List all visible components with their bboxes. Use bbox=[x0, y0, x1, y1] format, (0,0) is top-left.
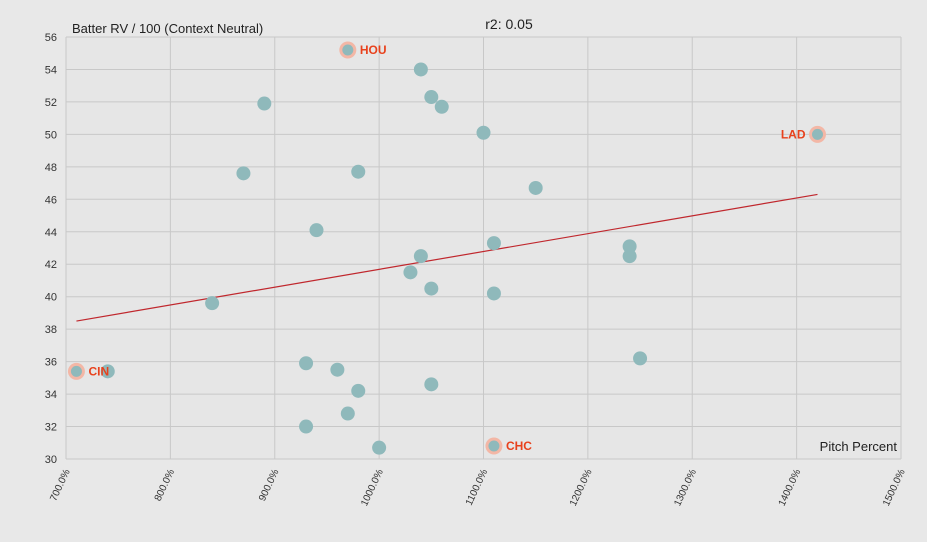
data-point bbox=[486, 286, 501, 301]
point-label: CHC bbox=[506, 439, 532, 453]
data-point bbox=[299, 356, 314, 371]
data-point bbox=[351, 383, 366, 398]
point-label: HOU bbox=[360, 43, 387, 57]
point-label: LAD bbox=[781, 127, 806, 141]
x-tick-label: 1300.0% bbox=[672, 468, 699, 509]
x-tick-label: 1500.0% bbox=[881, 468, 908, 509]
data-point bbox=[351, 164, 366, 179]
x-axis-title: Pitch Percent bbox=[820, 439, 898, 454]
y-tick-label: 34 bbox=[45, 389, 57, 401]
y-tick-label: 42 bbox=[45, 259, 57, 271]
y-tick-label: 48 bbox=[45, 162, 57, 174]
data-point bbox=[403, 265, 418, 280]
y-tick-label: 56 bbox=[45, 32, 57, 44]
y-tick-label: 30 bbox=[45, 454, 57, 466]
data-point bbox=[413, 62, 428, 77]
y-tick-label: 32 bbox=[45, 422, 57, 434]
data-point bbox=[434, 99, 449, 114]
data-point bbox=[486, 236, 501, 251]
data-point-highlighted bbox=[488, 440, 500, 452]
data-point bbox=[100, 364, 115, 379]
y-tick-label: 46 bbox=[45, 194, 57, 206]
data-point bbox=[299, 419, 314, 434]
data-point bbox=[309, 223, 324, 238]
data-point bbox=[424, 90, 439, 105]
x-tick-label: 1100.0% bbox=[464, 468, 490, 508]
y-axis-ticks: 30 32 34 36 38 40 42 44 46 48 50 52 54 56 bbox=[45, 32, 57, 466]
data-point bbox=[622, 249, 637, 264]
data-point bbox=[424, 281, 439, 296]
y-tick-label: 44 bbox=[45, 227, 57, 239]
chart-title: r2: 0.05 bbox=[485, 16, 533, 32]
data-point bbox=[413, 249, 428, 264]
data-points bbox=[67, 41, 826, 455]
data-point bbox=[340, 406, 355, 421]
data-point bbox=[372, 440, 387, 455]
x-tick-label: 900.0% bbox=[257, 468, 281, 503]
trendline bbox=[76, 193, 818, 322]
y-tick-label: 52 bbox=[45, 97, 57, 109]
data-point bbox=[257, 96, 272, 111]
y-tick-label: 38 bbox=[45, 324, 57, 336]
y-tick-label: 54 bbox=[45, 64, 57, 76]
x-tick-label: 800.0% bbox=[153, 468, 177, 503]
y-axis-title: Batter RV / 100 (Context Neutral) bbox=[72, 21, 263, 36]
data-point-highlighted bbox=[812, 128, 823, 140]
x-tick-label: 1000.0% bbox=[359, 468, 386, 509]
data-point bbox=[424, 377, 439, 392]
data-point bbox=[330, 362, 345, 377]
data-point bbox=[528, 180, 543, 195]
y-tick-label: 40 bbox=[45, 292, 57, 304]
x-tick-label: 1400.0% bbox=[777, 468, 804, 509]
data-point bbox=[236, 166, 251, 181]
point-label: CIN bbox=[88, 364, 109, 378]
data-point bbox=[622, 239, 637, 254]
x-tick-label: 700.0% bbox=[48, 468, 72, 503]
data-point-highlighted bbox=[70, 365, 82, 377]
y-tick-label: 36 bbox=[45, 357, 57, 369]
y-tick-label: 50 bbox=[45, 129, 57, 141]
x-axis-ticks: 700.0% 800.0% 900.0% 1000.0% 1100.0% 1200.0% 1… bbox=[48, 468, 907, 509]
x-tick-label: 1200.0% bbox=[568, 468, 595, 509]
data-point bbox=[205, 296, 220, 311]
trendline-group bbox=[76, 193, 818, 322]
highlight-labels: HOU LAD CIN CHC bbox=[88, 43, 805, 453]
data-point bbox=[476, 125, 491, 140]
data-point-highlighted bbox=[342, 44, 354, 56]
data-point bbox=[633, 351, 648, 366]
